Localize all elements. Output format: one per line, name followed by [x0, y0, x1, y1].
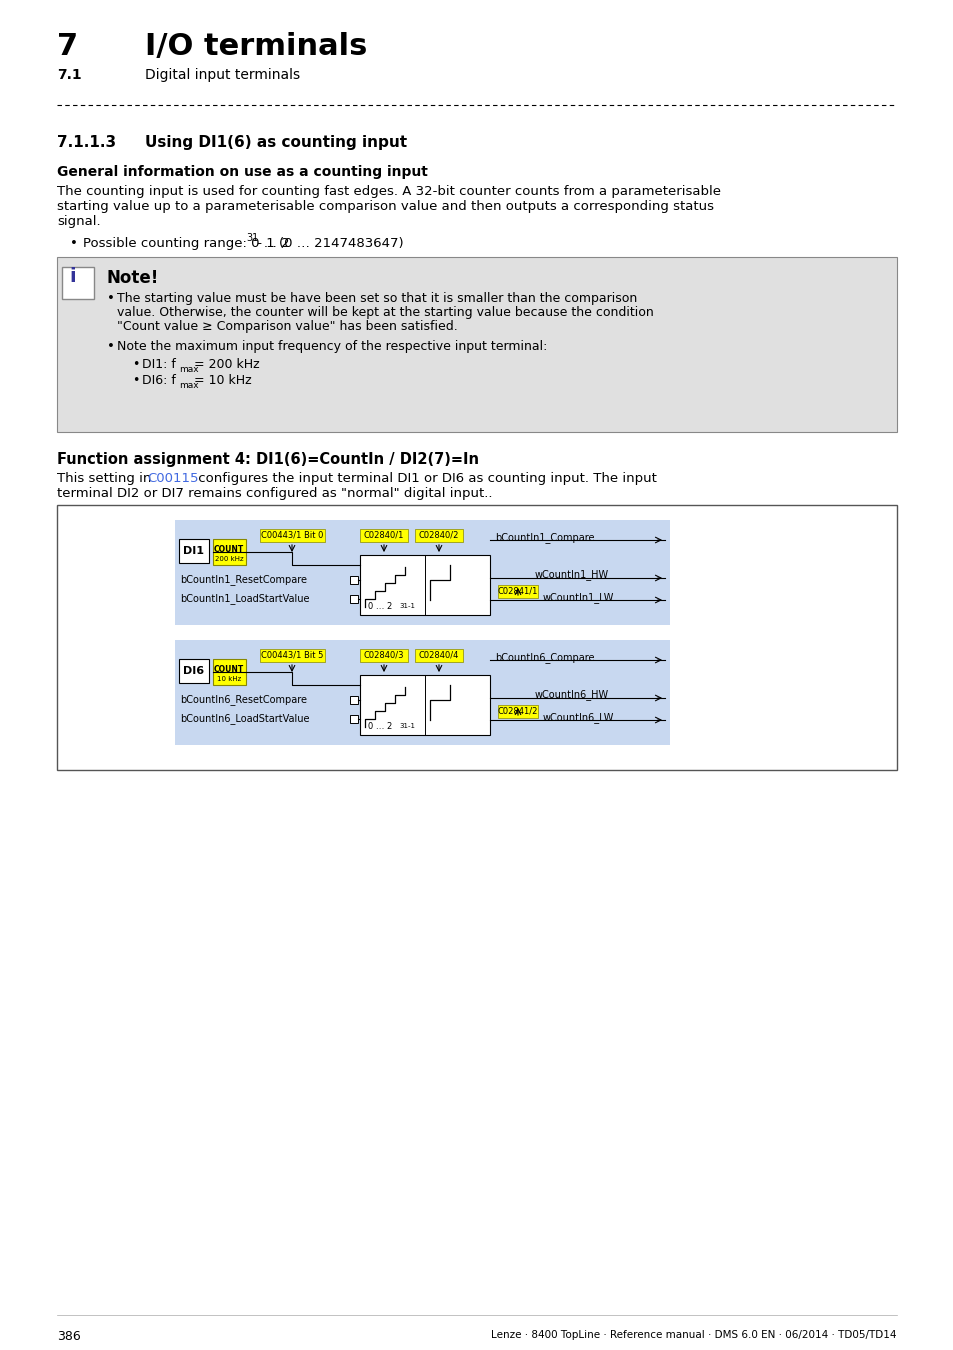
FancyBboxPatch shape	[174, 520, 669, 625]
FancyBboxPatch shape	[359, 649, 408, 662]
Text: Note!: Note!	[107, 269, 159, 288]
Text: 200 kHz: 200 kHz	[214, 556, 243, 562]
Text: bCountIn6_Compare: bCountIn6_Compare	[495, 652, 594, 663]
Text: DI6: f: DI6: f	[142, 374, 175, 387]
Text: configures the input terminal DI1 or DI6 as counting input. The input: configures the input terminal DI1 or DI6…	[193, 472, 657, 485]
FancyBboxPatch shape	[350, 716, 357, 724]
Text: •: •	[132, 374, 139, 387]
Text: wCountIn1_LW: wCountIn1_LW	[542, 593, 614, 603]
Text: terminal DI2 or DI7 remains configured as "normal" digital input..: terminal DI2 or DI7 remains configured a…	[57, 487, 492, 500]
Text: starting value up to a parameterisable comparison value and then outputs a corre: starting value up to a parameterisable c…	[57, 200, 713, 213]
Text: COUNT: COUNT	[213, 666, 244, 675]
Text: •: •	[132, 358, 139, 371]
Text: Digital input terminals: Digital input terminals	[145, 68, 300, 82]
Text: DI6: DI6	[183, 666, 204, 676]
Text: General information on use as a counting input: General information on use as a counting…	[57, 165, 428, 180]
Text: I/O terminals: I/O terminals	[145, 32, 367, 61]
FancyBboxPatch shape	[57, 505, 896, 769]
Text: 10 kHz: 10 kHz	[216, 676, 241, 682]
Text: Function assignment 4: DI1(6)=CountIn / DI2(7)=In: Function assignment 4: DI1(6)=CountIn / …	[57, 452, 478, 467]
FancyBboxPatch shape	[260, 529, 325, 541]
Text: The counting input is used for counting fast edges. A 32-bit counter counts from: The counting input is used for counting …	[57, 185, 720, 198]
Text: Possible counting range: 0 … 2: Possible counting range: 0 … 2	[83, 238, 290, 250]
FancyBboxPatch shape	[213, 539, 246, 566]
Text: bCountIn6_LoadStartValue: bCountIn6_LoadStartValue	[180, 714, 309, 725]
Text: 31-1: 31-1	[398, 603, 415, 609]
Text: = 10 kHz: = 10 kHz	[193, 374, 252, 387]
FancyBboxPatch shape	[350, 697, 357, 703]
Text: DI1: f: DI1: f	[142, 358, 175, 371]
FancyBboxPatch shape	[213, 659, 246, 684]
Text: signal.: signal.	[57, 215, 100, 228]
Text: This setting in: This setting in	[57, 472, 155, 485]
FancyBboxPatch shape	[260, 649, 325, 662]
Text: wCountIn6_LW: wCountIn6_LW	[542, 713, 614, 724]
Text: max: max	[179, 364, 198, 374]
Text: •: •	[107, 292, 114, 305]
Text: i: i	[69, 267, 75, 286]
FancyBboxPatch shape	[57, 256, 896, 432]
Text: C02840/3: C02840/3	[363, 651, 404, 660]
Text: C00443/1 Bit 0: C00443/1 Bit 0	[260, 531, 323, 540]
Text: 0 … 2: 0 … 2	[368, 602, 392, 612]
Text: Note the maximum input frequency of the respective input terminal:: Note the maximum input frequency of the …	[117, 340, 547, 352]
FancyBboxPatch shape	[415, 649, 462, 662]
Text: wCountIn6_HW: wCountIn6_HW	[535, 690, 608, 701]
FancyBboxPatch shape	[415, 529, 462, 541]
FancyBboxPatch shape	[359, 555, 490, 616]
Text: = 200 kHz: = 200 kHz	[193, 358, 259, 371]
FancyBboxPatch shape	[62, 267, 94, 298]
Text: C02840/2: C02840/2	[418, 531, 458, 540]
Text: Lenze · 8400 TopLine · Reference manual · DMS 6.0 EN · 06/2014 · TD05/TD14: Lenze · 8400 TopLine · Reference manual …	[491, 1330, 896, 1341]
FancyBboxPatch shape	[179, 659, 209, 683]
FancyBboxPatch shape	[359, 675, 490, 734]
Text: max: max	[179, 381, 198, 390]
Text: The starting value must be have been set so that it is smaller than the comparis: The starting value must be have been set…	[117, 292, 637, 305]
Text: value. Otherwise, the counter will be kept at the starting value because the con: value. Otherwise, the counter will be ke…	[117, 306, 653, 319]
Text: C02840/4: C02840/4	[418, 651, 458, 660]
Text: "Count value ≥ Comparison value" has been satisfied.: "Count value ≥ Comparison value" has bee…	[117, 320, 457, 333]
Text: bCountIn1_LoadStartValue: bCountIn1_LoadStartValue	[180, 594, 309, 605]
Text: 0 … 2: 0 … 2	[368, 722, 392, 730]
FancyBboxPatch shape	[497, 705, 537, 718]
FancyBboxPatch shape	[359, 529, 408, 541]
Text: 386: 386	[57, 1330, 81, 1343]
Text: C02841/1: C02841/1	[497, 586, 537, 595]
Text: DI1: DI1	[183, 545, 204, 556]
FancyBboxPatch shape	[179, 539, 209, 563]
Text: 7: 7	[57, 32, 78, 61]
Text: •: •	[107, 340, 114, 352]
Text: COUNT: COUNT	[213, 545, 244, 555]
Text: C02840/1: C02840/1	[363, 531, 404, 540]
Text: •: •	[70, 238, 78, 250]
Text: wCountIn1_HW: wCountIn1_HW	[535, 570, 608, 580]
FancyBboxPatch shape	[174, 640, 669, 745]
Text: 31-1: 31-1	[398, 724, 415, 729]
Text: bCountIn1_ResetCompare: bCountIn1_ResetCompare	[180, 575, 307, 586]
FancyBboxPatch shape	[350, 576, 357, 585]
Text: bCountIn6_ResetCompare: bCountIn6_ResetCompare	[180, 694, 307, 706]
Text: 31: 31	[246, 234, 258, 243]
FancyBboxPatch shape	[350, 595, 357, 603]
Text: C02841/2: C02841/2	[497, 706, 537, 716]
Text: bCountIn1_Compare: bCountIn1_Compare	[495, 532, 594, 544]
Text: Using DI1(6) as counting input: Using DI1(6) as counting input	[145, 135, 407, 150]
FancyBboxPatch shape	[497, 585, 537, 598]
Text: 7.1.1.3: 7.1.1.3	[57, 135, 116, 150]
Text: C00115: C00115	[147, 472, 198, 485]
Text: - 1 (0 … 2147483647): - 1 (0 … 2147483647)	[253, 238, 403, 250]
Text: 7.1: 7.1	[57, 68, 82, 82]
Text: C00443/1 Bit 5: C00443/1 Bit 5	[260, 651, 323, 660]
